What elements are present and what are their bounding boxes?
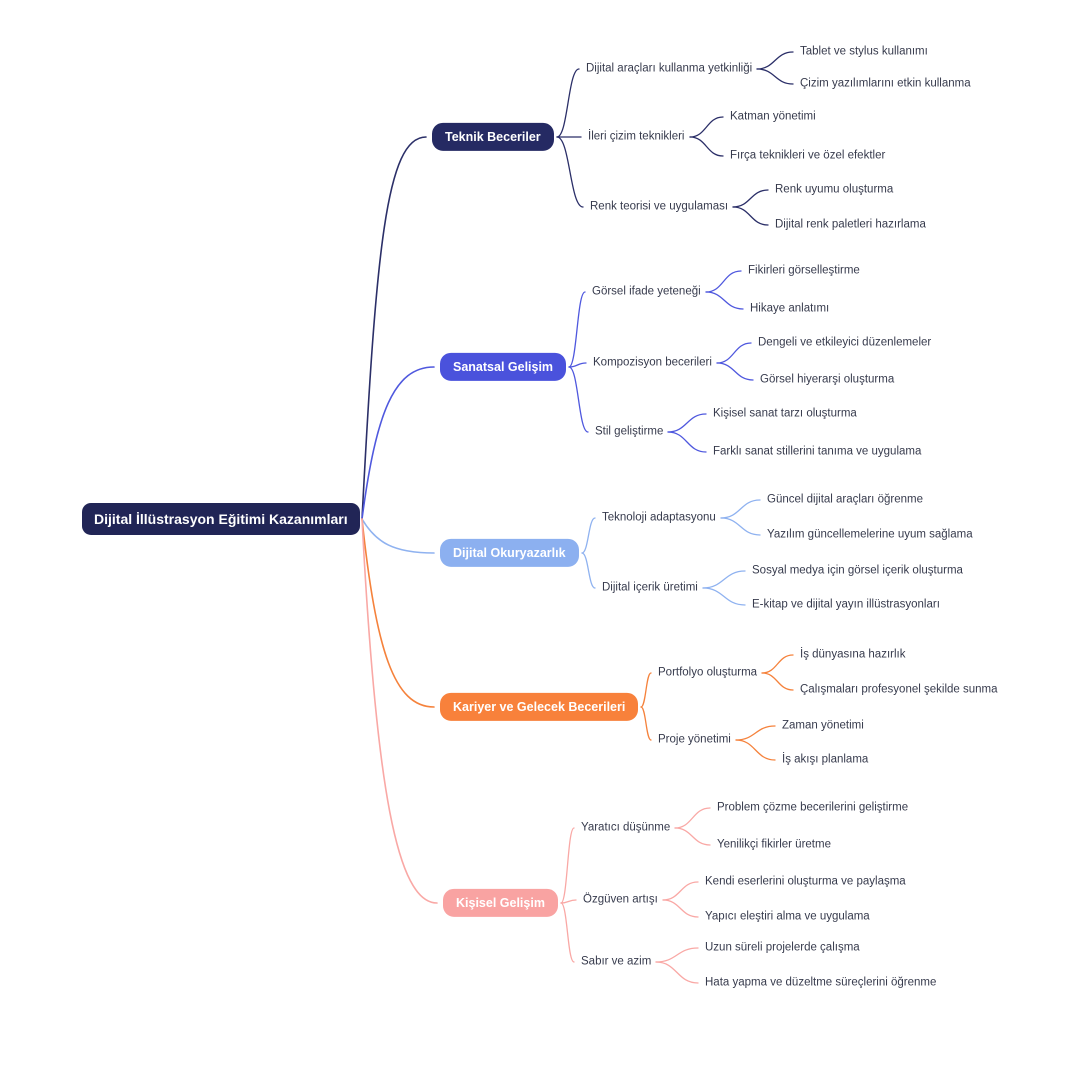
topic-node-dijital-araclari-kullanma-yetkinligi[interactable]: Dijital araçları kullanma yetkinliği xyxy=(586,62,753,75)
branch-node-kisisel-gelisim[interactable]: Kişisel Gelişim xyxy=(443,888,558,918)
root-node-dijital-i-llustrasyon-egitimi-kazanimlari[interactable]: Dijital İllüstrasyon Eğitimi Kazanımları xyxy=(82,502,360,536)
topic-node-kompozisyon-becerileri[interactable]: Kompozisyon becerileri xyxy=(593,356,712,369)
leaf-node-renk-uyumu-olusturma[interactable]: Renk uyumu oluşturma xyxy=(775,183,894,196)
leaf-node-dengeli-ve-etkileyici-duzenlemeler[interactable]: Dengeli ve etkileyici düzenlemeler xyxy=(758,336,932,349)
leaf-node-calismalari-profesyonel-sekilde-sunma[interactable]: Çalışmaları profesyonel şekilde sunma xyxy=(800,683,998,696)
leaf-node-yazilim-guncellemelerine-uyum-saglama[interactable]: Yazılım güncellemelerine uyum sağlama xyxy=(767,528,973,541)
leaf-node-e-kitap-ve-dijital-yayin-illustrasyonlari[interactable]: E-kitap ve dijital yayın illüstrasyonlar… xyxy=(752,598,940,611)
leaf-node-firca-teknikleri-ve-ozel-efektler[interactable]: Fırça teknikleri ve özel efektler xyxy=(730,149,886,162)
leaf-node-yenilikci-fikirler-uretme[interactable]: Yenilikçi fikirler üretme xyxy=(717,838,831,851)
branch-node-teknik-beceriler[interactable]: Teknik Beceriler xyxy=(432,122,554,152)
topic-node-renk-teorisi-ve-uygulamasi[interactable]: Renk teorisi ve uygulaması xyxy=(590,200,729,213)
leaf-node-zaman-yonetimi[interactable]: Zaman yönetimi xyxy=(782,719,864,732)
leaf-node-dijital-renk-paletleri-hazirlama[interactable]: Dijital renk paletleri hazırlama xyxy=(775,218,926,231)
leaf-node-sosyal-medya-icin-gorsel-icerik-olusturma[interactable]: Sosyal medya için görsel içerik oluşturm… xyxy=(752,564,963,577)
leaf-node-cizim-yazilimlarini-etkin-kullanma[interactable]: Çizim yazılımlarını etkin kullanma xyxy=(800,77,971,90)
topic-node-portfolyo-olusturma[interactable]: Portfolyo oluşturma xyxy=(658,666,758,679)
leaf-node-gorsel-hiyerarsi-olusturma[interactable]: Görsel hiyerarşi oluşturma xyxy=(760,373,895,386)
branch-node-dijital-okuryazarlik[interactable]: Dijital Okuryazarlık xyxy=(440,538,579,568)
topic-node-yaratici-dusunme[interactable]: Yaratıcı düşünme xyxy=(581,821,671,834)
branch-node-sanatsal-gelisim[interactable]: Sanatsal Gelişim xyxy=(440,352,567,382)
topic-node-stil-gelistirme[interactable]: Stil geliştirme xyxy=(595,425,664,438)
topic-node-ozguven-artisi[interactable]: Özgüven artışı xyxy=(583,893,658,906)
topic-node-gorsel-ifade-yetenegi[interactable]: Görsel ifade yeteneği xyxy=(592,285,701,298)
leaf-node-farkli-sanat-stillerini-tanima-ve-uygulama[interactable]: Farklı sanat stillerini tanıma ve uygula… xyxy=(713,445,922,458)
leaf-node-yapici-elestiri-alma-ve-uygulama[interactable]: Yapıcı eleştiri alma ve uygulama xyxy=(705,910,870,923)
leaf-node-katman-yonetimi[interactable]: Katman yönetimi xyxy=(730,110,816,123)
leaf-node-kisisel-sanat-tarzi-olusturma[interactable]: Kişisel sanat tarzı oluşturma xyxy=(713,407,857,420)
topic-node-dijital-icerik-uretimi[interactable]: Dijital içerik üretimi xyxy=(602,581,698,594)
leaf-node-uzun-sureli-projelerde-calisma[interactable]: Uzun süreli projelerde çalışma xyxy=(705,941,860,954)
leaf-node-i-s-dunyasina-hazirlik[interactable]: İş dünyasına hazırlık xyxy=(800,648,906,661)
leaf-node-fikirleri-gorsellestirme[interactable]: Fikirleri görselleştirme xyxy=(748,264,860,277)
leaf-node-i-s-akisi-planlama[interactable]: İş akışı planlama xyxy=(782,753,869,766)
topic-node-i-leri-cizim-teknikleri[interactable]: İleri çizim teknikleri xyxy=(588,130,685,143)
leaf-node-problem-cozme-becerilerini-gelistirme[interactable]: Problem çözme becerilerini geliştirme xyxy=(717,801,909,814)
branch-node-kariyer-ve-gelecek-becerileri[interactable]: Kariyer ve Gelecek Becerileri xyxy=(440,692,639,722)
topic-node-teknoloji-adaptasyonu[interactable]: Teknoloji adaptasyonu xyxy=(602,511,716,524)
topic-node-sabir-ve-azim[interactable]: Sabır ve azim xyxy=(581,955,652,968)
leaf-node-hata-yapma-ve-duzeltme-sureclerini-ogrenme[interactable]: Hata yapma ve düzeltme süreçlerini öğren… xyxy=(705,976,937,989)
leaf-node-tablet-ve-stylus-kullanimi[interactable]: Tablet ve stylus kullanımı xyxy=(800,45,928,58)
leaf-node-kendi-eserlerini-olusturma-ve-paylasma[interactable]: Kendi eserlerini oluşturma ve paylaşma xyxy=(705,875,906,888)
leaf-node-guncel-dijital-araclari-ogrenme[interactable]: Güncel dijital araçları öğrenme xyxy=(767,493,923,506)
leaf-node-hikaye-anlatimi[interactable]: Hikaye anlatımı xyxy=(750,302,830,315)
topic-node-proje-yonetimi[interactable]: Proje yönetimi xyxy=(658,733,731,746)
